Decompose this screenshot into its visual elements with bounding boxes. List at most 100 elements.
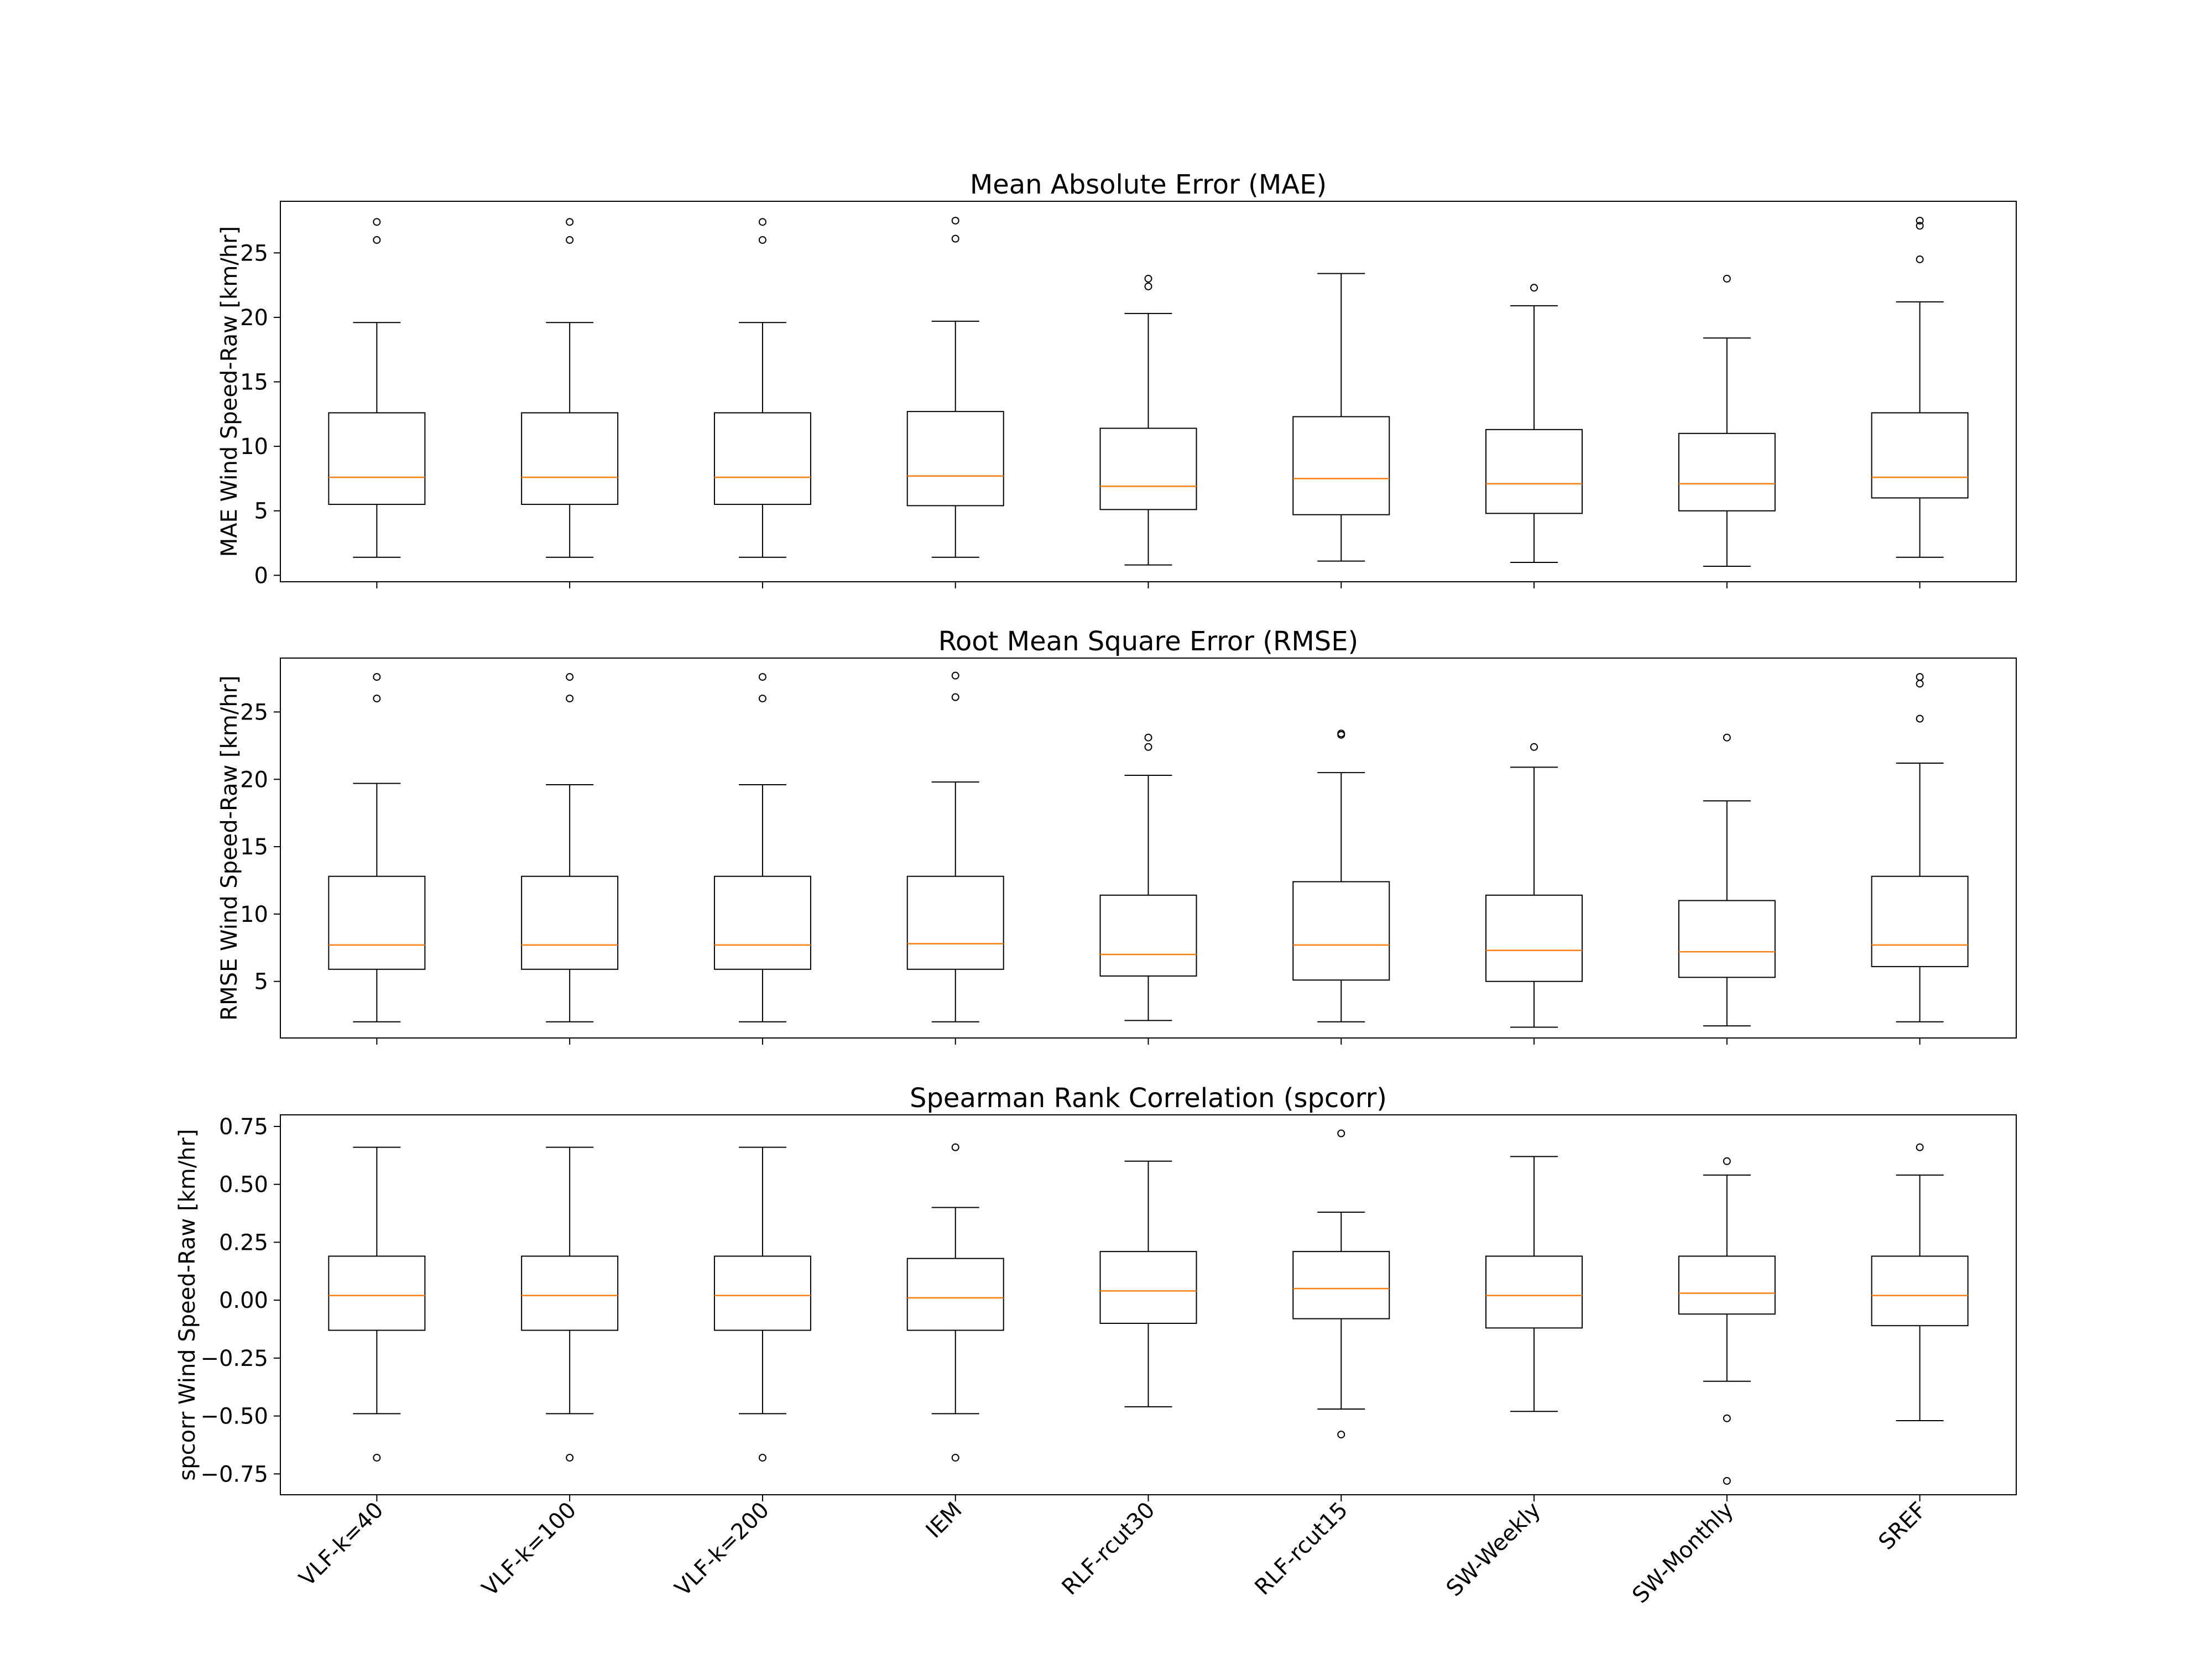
outlier-point [1144, 743, 1152, 751]
box-SW-Monthly [1678, 1157, 1776, 1485]
outlier-point [758, 236, 766, 244]
box-VLF-k=40 [328, 218, 426, 558]
outlier-point [1144, 282, 1152, 290]
outlier-point [1530, 743, 1538, 751]
box-SREF [1871, 216, 1969, 558]
box-SW-Monthly [1678, 274, 1776, 567]
box-RLF-rcut30 [1099, 274, 1197, 566]
y-tick-label: 25 [240, 241, 268, 266]
outlier-point [373, 673, 381, 681]
box-iqr [521, 1255, 619, 1331]
outlier-point [951, 1143, 959, 1151]
outlier-point [373, 1453, 381, 1462]
y-tick-label: 15 [240, 370, 268, 395]
outlier-point [566, 1453, 574, 1462]
outlier-point [1144, 274, 1152, 283]
box-iqr [1292, 416, 1390, 515]
outlier-point [1723, 274, 1731, 283]
outlier-point [951, 216, 959, 225]
chart-panel-3: Spearman Rank Correlation (spcorr) spcorr… [175, 1083, 2017, 1501]
chart-panel-1: Mean Absolute Error (MAE) MAE Wind Speed-… [217, 169, 2017, 588]
y-tick-label: 20 [240, 305, 268, 331]
y-tick-label: 0.75 [219, 1114, 268, 1140]
box-iqr [1292, 1251, 1390, 1319]
box-iqr [713, 412, 811, 505]
y-tick-label: 20 [240, 767, 268, 792]
box-iqr [1871, 1255, 1969, 1327]
box-iqr [521, 412, 619, 505]
outlier-point [1337, 729, 1345, 738]
box-VLF-k=200 [713, 673, 811, 1022]
box-iqr [1871, 412, 1969, 499]
box-SW-Weekly [1485, 1156, 1583, 1412]
box-iqr [1485, 429, 1583, 514]
box-VLF-k=200 [713, 218, 811, 558]
outlier-point [758, 695, 766, 703]
box-IEM [906, 1143, 1004, 1462]
box-iqr [713, 1255, 811, 1331]
box-IEM [906, 216, 1004, 558]
outlier-point [1337, 1129, 1345, 1138]
y-tick-label: 25 [240, 700, 268, 725]
y-tick-label: 10 [240, 434, 268, 460]
box-VLF-k=40 [328, 1146, 426, 1462]
box-SREF [1871, 673, 1969, 1022]
box-SW-Weekly [1485, 743, 1583, 1028]
outlier-point [1723, 1157, 1731, 1165]
outlier-point [373, 218, 381, 226]
box-VLF-k=100 [521, 1146, 619, 1462]
outlier-point [1723, 1477, 1731, 1485]
y-axis-label: spcorr Wind Speed-Raw [km/hr] [175, 1129, 200, 1480]
box-iqr [1099, 427, 1197, 510]
box-SW-Weekly [1485, 284, 1583, 564]
box-iqr [906, 411, 1004, 507]
outlier-point [373, 695, 381, 703]
box-VLF-k=200 [713, 1146, 811, 1462]
y-tick-label: −0.75 [200, 1462, 268, 1487]
box-iqr [521, 875, 619, 970]
y-axis-label: RMSE Wind Speed-Raw [km/hr] [217, 675, 242, 1020]
outlier-point [951, 1453, 959, 1462]
y-tick-label: 15 [240, 834, 268, 860]
y-tick-label: 0 [254, 563, 268, 588]
outlier-point [1723, 1414, 1731, 1422]
y-tick-label: 10 [240, 902, 268, 927]
box-VLF-k=40 [328, 673, 426, 1022]
y-tick-label: −0.25 [200, 1346, 268, 1371]
box-RLF-rcut15 [1292, 273, 1390, 562]
outlier-point [1916, 222, 1924, 230]
y-tick-label: 0.50 [219, 1172, 268, 1198]
outlier-point [566, 695, 574, 703]
y-tick-label: 5 [254, 969, 268, 995]
box-iqr [1678, 432, 1776, 512]
box-iqr [1292, 881, 1390, 981]
box-VLF-k=100 [521, 218, 619, 558]
outlier-point [1530, 284, 1538, 292]
box-IEM [906, 671, 1004, 1022]
box-RLF-rcut30 [1099, 1160, 1197, 1407]
y-tick-label: 5 [254, 499, 268, 524]
y-tick-label: 0.25 [219, 1230, 268, 1255]
outlier-point [1916, 714, 1924, 723]
outlier-point [1916, 216, 1924, 225]
outlier-point [566, 673, 574, 681]
panels: Mean Absolute Error (MAE) MAE Wind Speed-… [175, 169, 2017, 1501]
box-iqr [328, 412, 426, 505]
box-RLF-rcut30 [1099, 733, 1197, 1021]
box-VLF-k=100 [521, 673, 619, 1022]
box-iqr [1099, 1251, 1197, 1324]
box-iqr [1485, 894, 1583, 982]
y-tick-label: 0.00 [219, 1288, 268, 1313]
outlier-point [373, 236, 381, 244]
box-RLF-rcut15 [1292, 729, 1390, 1022]
outlier-point [1337, 1431, 1345, 1439]
box-iqr [906, 875, 1004, 970]
box-SREF [1871, 1143, 1969, 1421]
chart-title: Spearman Rank Correlation (spcorr) [910, 1083, 1387, 1114]
chart-title: Mean Absolute Error (MAE) [970, 169, 1327, 200]
outlier-point [951, 671, 959, 680]
box-RLF-rcut15 [1292, 1129, 1390, 1439]
outlier-point [1723, 733, 1731, 742]
